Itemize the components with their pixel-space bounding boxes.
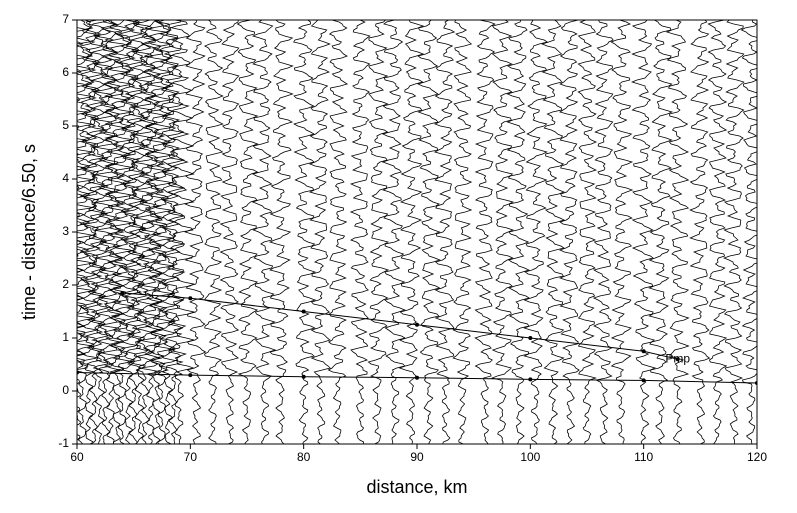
y-tick-label: 5 [62,118,69,132]
pick [641,378,646,383]
trace [722,20,745,444]
trace [327,20,349,444]
trace [665,20,690,444]
trace [592,20,614,444]
y-tick-label: 0 [62,383,69,397]
y-tick-label: 1 [62,330,69,344]
trace [523,20,549,444]
trace [707,20,728,444]
trace [740,20,757,444]
x-tick-label: 110 [634,450,653,464]
trace [349,20,371,444]
trace [162,20,196,444]
trace [610,20,634,444]
trace [123,20,157,444]
pick [641,349,646,354]
x-tick-label: 60 [70,450,84,464]
trace [398,20,425,444]
pick [188,296,193,301]
trace [416,20,441,444]
trace [506,20,530,444]
pick [120,290,125,295]
trace [558,20,580,444]
y-tick-label: -1 [58,436,69,450]
pick [415,375,419,380]
y-tick-label: 7 [62,12,69,26]
trace [184,20,207,444]
trace [631,20,657,444]
y-tick-label: 2 [62,277,69,291]
trace [203,20,224,444]
trace [251,20,277,444]
annotation: Pmp [665,351,690,365]
trace [689,20,711,444]
trace [77,27,90,444]
trace [148,20,178,444]
trace [490,20,515,444]
pick [528,336,533,340]
trace [156,20,190,444]
x-tick-label: 120 [747,450,767,464]
trace [129,20,159,444]
trace [381,20,406,444]
pick [301,374,306,379]
y-axis-label: time - distance/6.50, s [19,144,39,320]
trace [541,20,566,444]
pick [415,322,419,327]
trace [308,20,331,444]
y-tick-label: 4 [62,171,69,185]
y-tick-label: 3 [62,224,69,238]
trace [137,20,166,444]
x-tick-label: 90 [410,450,424,464]
trace [236,20,259,444]
x-tick-label: 80 [297,450,311,464]
trace [433,20,456,444]
y-tick-label: 6 [62,65,69,79]
x-axis-label: distance, km [366,477,467,497]
pick [188,373,193,378]
pick [528,377,533,382]
trace [268,20,294,444]
trace [77,20,98,444]
x-tick-label: 70 [184,450,198,464]
trace [577,20,598,444]
trace [452,20,473,444]
plot-area [77,20,757,444]
trace [648,20,674,444]
pick [675,357,680,362]
trace [219,20,240,444]
trace [474,20,496,444]
pick [301,309,306,314]
x-tick-label: 100 [520,450,540,464]
trace [293,20,317,444]
trace [367,20,390,444]
trace [151,20,184,444]
